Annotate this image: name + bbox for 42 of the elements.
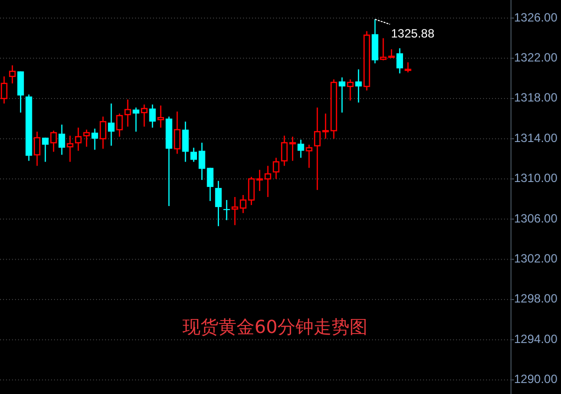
text: 现货黄金60分钟走势图 bbox=[182, 317, 368, 338]
candlestick bbox=[140, 104, 148, 128]
candlestick bbox=[132, 106, 140, 132]
y-tick-label: 1310.00 bbox=[514, 171, 558, 186]
candlestick bbox=[206, 167, 214, 202]
candlestick bbox=[42, 137, 49, 162]
annotation: 1325.88 bbox=[391, 26, 435, 40]
candlestick bbox=[346, 78, 354, 102]
y-tick-label: 1318.00 bbox=[514, 90, 558, 105]
y-tick-label: 1302.00 bbox=[514, 251, 558, 266]
y-tick-label: 1322.00 bbox=[514, 50, 558, 64]
candlestick bbox=[404, 62, 412, 73]
candlestick bbox=[50, 130, 57, 152]
y-tick-label: 1306.00 bbox=[514, 211, 558, 226]
candlestick bbox=[298, 139, 304, 158]
y-tick-label: 1294.00 bbox=[514, 332, 558, 346]
candlestick bbox=[182, 121, 189, 162]
candlestick bbox=[116, 112, 123, 138]
candlestick bbox=[355, 68, 362, 104]
candlestick bbox=[232, 196, 238, 226]
candlestick bbox=[157, 104, 164, 128]
candlestick bbox=[338, 76, 346, 114]
candlestick bbox=[34, 131, 40, 166]
candlestick bbox=[100, 116, 106, 150]
candlestick bbox=[396, 48, 404, 74]
candlestick bbox=[108, 102, 115, 146]
candlestick bbox=[215, 180, 222, 227]
candlestick bbox=[174, 110, 180, 154]
candlestick bbox=[289, 136, 296, 162]
y-tick-label: 1326.00 bbox=[514, 10, 558, 24]
y-tick-label: 1290.00 bbox=[514, 372, 558, 386]
candlestick bbox=[149, 104, 156, 128]
candlestick bbox=[0, 76, 8, 104]
candlestick bbox=[58, 124, 66, 156]
candlestick bbox=[223, 199, 230, 221]
candlestick bbox=[91, 128, 98, 150]
candlestick bbox=[124, 98, 132, 128]
candlestick bbox=[314, 106, 321, 191]
y-tick-label: 1314.00 bbox=[514, 130, 558, 145]
candlestick bbox=[9, 64, 16, 84]
y-tick-label: 1298.00 bbox=[514, 292, 558, 306]
candlestick bbox=[306, 144, 312, 168]
